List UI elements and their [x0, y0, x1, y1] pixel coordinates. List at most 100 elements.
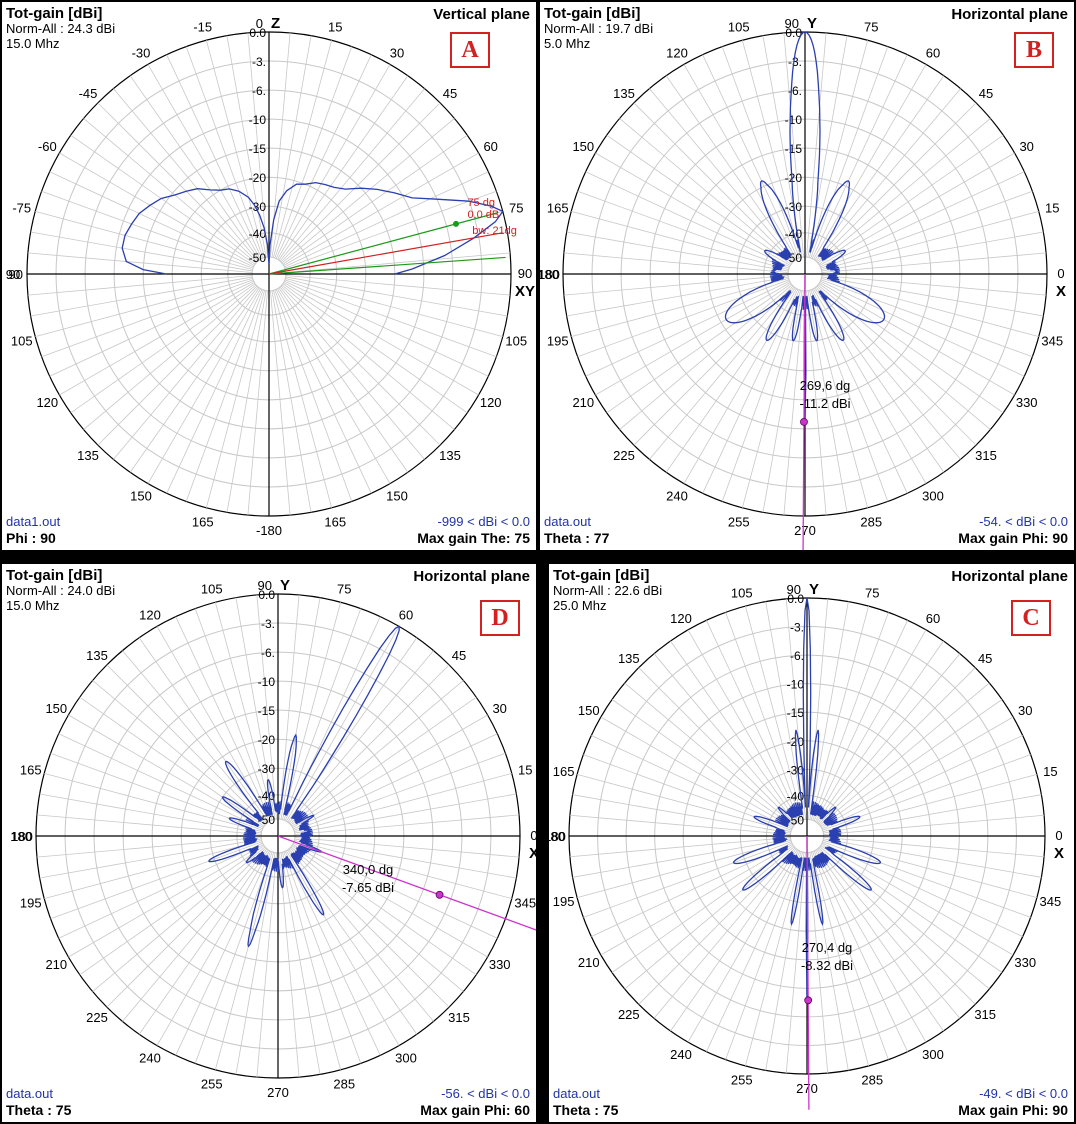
angle-label: 210: [578, 955, 600, 970]
radial-spoke: [275, 54, 372, 259]
radial-spoke: [814, 75, 945, 261]
radial-spoke: [815, 88, 961, 262]
radial-spoke: [284, 280, 489, 377]
radial-spoke: [271, 35, 312, 258]
ring-label: -6.: [788, 84, 802, 98]
radial-spoke: [113, 286, 259, 460]
angle-label: 150: [130, 489, 152, 504]
radial-spoke: [284, 851, 381, 1056]
marker-dot: [804, 996, 813, 1005]
ring-label: -10: [258, 675, 276, 689]
marker-gain: 0.0 dB: [467, 209, 499, 221]
angle-label: 225: [618, 1007, 640, 1022]
footer-right: -999 < dBi < 0.0 Max gain The: 75: [417, 514, 530, 546]
radial-spoke: [281, 118, 455, 264]
radial-spoke: [235, 852, 276, 1075]
ring-label: -15: [785, 142, 803, 156]
radial-spoke: [820, 279, 1033, 358]
axis-letter-top: Y: [807, 15, 817, 32]
angle-label: 165: [553, 764, 575, 779]
axis-letter-right: X: [529, 845, 536, 862]
radial-spoke: [83, 284, 257, 430]
radial-spoke: [283, 851, 362, 1064]
radial-spoke: [41, 190, 254, 269]
angle-label: 240: [670, 1047, 692, 1062]
radial-spoke: [624, 846, 795, 990]
radial-spoke: [591, 735, 793, 830]
radial-spoke: [175, 616, 272, 821]
radial-spoke: [569, 814, 791, 835]
angle-label: 225: [613, 448, 635, 463]
radial-spoke: [283, 608, 362, 821]
radial-spoke: [274, 289, 353, 502]
angle-label-left: 180: [540, 267, 559, 282]
angle-label: 180: [549, 829, 566, 844]
radial-spoke: [226, 290, 267, 513]
footer-right: -49. < dBi < 0.0 Max gain Phi: 90: [958, 1086, 1068, 1118]
radial-spoke: [280, 597, 321, 820]
angle-label: 330: [489, 957, 511, 972]
radial-spoke: [129, 287, 260, 473]
radial-spoke: [725, 851, 802, 1060]
angle-label: 165: [547, 201, 569, 216]
radial-spoke: [36, 814, 262, 835]
angle-label: 135: [618, 651, 640, 666]
ring-label: -30: [787, 763, 805, 777]
radial-spoke: [185, 46, 264, 259]
radial-spoke: [665, 75, 796, 261]
radial-spoke: [819, 846, 990, 990]
radial-spoke: [36, 837, 262, 858]
radial-spoke: [600, 716, 793, 829]
radial-spoke: [247, 32, 268, 258]
radial-spoke: [811, 54, 908, 259]
angle-label: 285: [860, 514, 882, 529]
angle-label: 90: [6, 267, 20, 282]
radial-spoke: [294, 837, 520, 858]
angle-label: 15: [518, 763, 532, 778]
radial-spoke: [812, 612, 889, 821]
marker-dot: [800, 418, 808, 426]
radial-spoke: [49, 171, 254, 268]
radial-spoke: [122, 848, 268, 1022]
radial-spoke: [721, 46, 800, 259]
angle-label: 195: [20, 895, 42, 910]
radial-spoke: [810, 46, 889, 259]
radial-spoke: [745, 606, 804, 821]
radial-spoke: [819, 282, 1015, 396]
angle-label: 315: [975, 448, 997, 463]
panel-d-horizontal-plane: 0.0 -3. -6. -10 -15 -20 -30 -40 -50 15 30 45 60 75 105…: [2, 564, 536, 1122]
radial-spoke: [35, 277, 253, 338]
panel-badge: C: [1011, 600, 1051, 636]
plane-label: Vertical plane: [433, 6, 530, 23]
radial-spoke: [44, 839, 262, 900]
radial-spoke: [687, 850, 800, 1043]
angle-label: 300: [922, 1047, 944, 1062]
radial-spoke: [741, 40, 802, 258]
radial-spoke: [563, 275, 789, 296]
polar-plot: 0.0 -3. -6. -10 -15 -20 -30 -40 -50 15 30 45 60 75 105…: [10, 577, 536, 1100]
data-file: data.out: [553, 1085, 600, 1101]
angle-label: 105: [505, 333, 527, 348]
radial-spoke: [619, 284, 793, 430]
radial-spoke: [41, 279, 254, 358]
radial-spoke: [821, 735, 1023, 830]
radial-spoke: [809, 852, 849, 1071]
radial-spoke: [721, 289, 800, 502]
radial-spoke: [79, 696, 265, 827]
radial-spoke: [79, 845, 265, 976]
radial-spoke: [823, 838, 1042, 878]
radial-spoke: [271, 290, 312, 513]
radial-spoke: [821, 275, 1047, 296]
angle-label-right: 0: [1057, 266, 1064, 281]
radial-spoke: [92, 680, 266, 826]
data-file: data.out: [544, 513, 591, 529]
angle-label: 135: [613, 86, 635, 101]
radial-spoke: [279, 286, 425, 460]
radial-spoke: [50, 752, 263, 831]
radial-spoke: [808, 290, 869, 508]
radial-spoke: [286, 626, 400, 822]
radial-spoke: [571, 210, 789, 271]
frequency: 25.0 Mhz: [553, 598, 607, 614]
radial-spoke: [823, 814, 1045, 835]
radial-spoke: [585, 171, 790, 268]
